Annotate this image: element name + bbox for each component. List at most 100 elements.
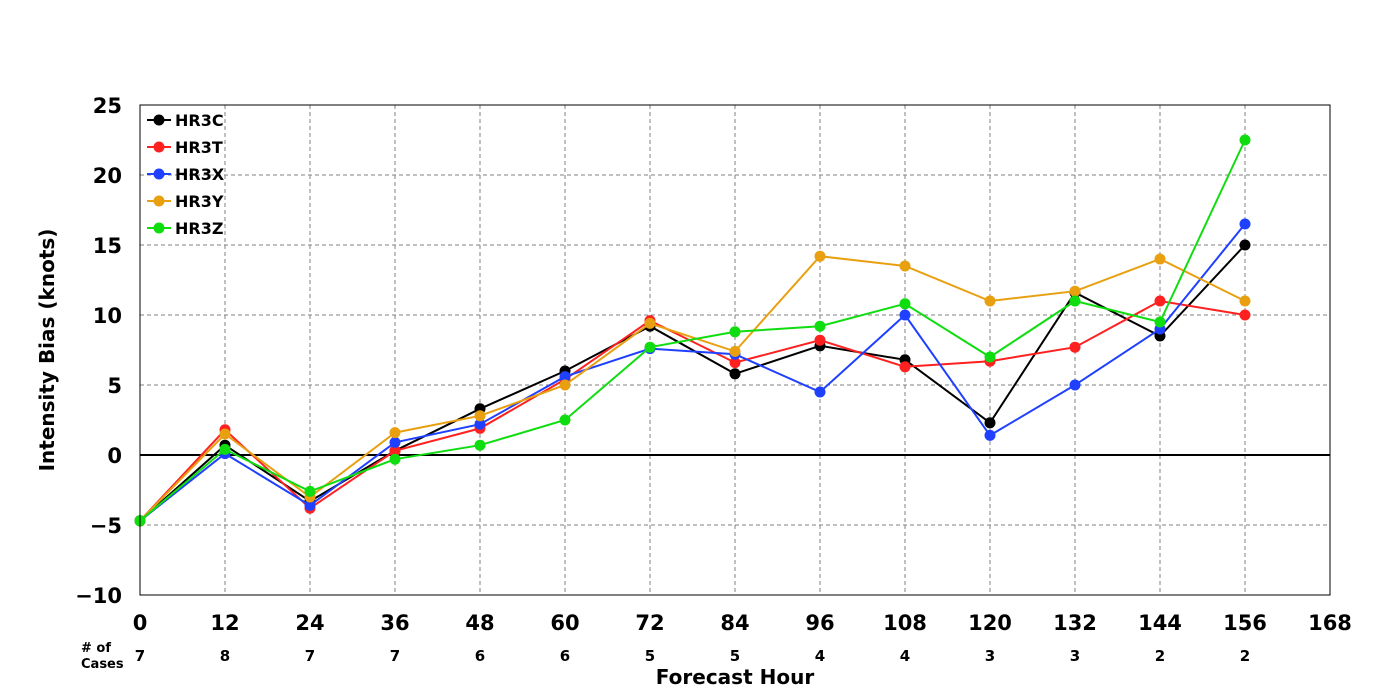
legend-label: HR3T — [175, 138, 223, 157]
x-tick-label: 156 — [1223, 611, 1267, 635]
data-point — [1239, 295, 1251, 307]
y-tick-label: −10 — [75, 584, 122, 608]
y-tick-label: 10 — [93, 304, 122, 328]
y-tick-label: 15 — [93, 234, 122, 258]
x-tick-label: 144 — [1138, 611, 1182, 635]
data-point — [984, 351, 996, 363]
legend-marker — [153, 195, 165, 207]
data-point — [1239, 218, 1251, 230]
data-point — [474, 410, 486, 422]
data-point — [1239, 134, 1251, 146]
data-point — [729, 368, 741, 380]
cases-value: 5 — [730, 647, 740, 665]
cases-row: # of Cases 7 8 7 7 6 6 5 5 4 4 3 3 2 2 — [81, 641, 1250, 672]
cases-value: 3 — [985, 647, 995, 665]
legend-marker — [153, 222, 165, 234]
data-point — [899, 361, 911, 373]
data-point — [219, 443, 231, 455]
cases-value: 6 — [475, 647, 485, 665]
x-axis-title: Forecast Hour — [656, 665, 815, 689]
x-tick-label: 48 — [465, 611, 494, 635]
x-tick-label: 72 — [635, 611, 664, 635]
data-point — [389, 427, 401, 439]
cases-value: 7 — [305, 647, 315, 665]
data-point — [899, 260, 911, 272]
legend-label: HR3Y — [175, 192, 224, 211]
legend-item-hr3z: HR3Z — [147, 219, 223, 238]
data-point — [389, 445, 401, 457]
x-tick-label: 12 — [210, 611, 239, 635]
data-point — [1069, 379, 1081, 391]
data-point — [814, 334, 826, 346]
x-tick-label: 84 — [720, 611, 749, 635]
data-point — [729, 357, 741, 369]
data-point — [899, 298, 911, 310]
y-tick-label: 20 — [93, 164, 122, 188]
data-point — [304, 485, 316, 497]
series-line — [139, 223, 1246, 522]
legend-item-hr3x: HR3X — [147, 165, 225, 184]
data-point — [1239, 239, 1251, 251]
cases-value: 4 — [815, 647, 825, 665]
y-axis-title: Intensity Bias (knots) — [35, 229, 59, 472]
data-point — [559, 371, 571, 383]
x-tick-label: 24 — [295, 611, 324, 635]
cases-label-line1: # of — [81, 641, 111, 656]
data-point — [474, 439, 486, 451]
data-point — [389, 453, 401, 465]
x-tick-label: 36 — [380, 611, 409, 635]
data-point — [984, 417, 996, 429]
data-point — [559, 379, 571, 391]
x-tick-label: 108 — [883, 611, 927, 635]
x-tick-label: 168 — [1308, 611, 1352, 635]
series-line — [139, 139, 1246, 522]
y-axis-ticks: −10 −5 0 5 10 15 20 25 — [75, 94, 122, 608]
legend-item-hr3c: HR3C — [147, 111, 224, 130]
data-point — [814, 386, 826, 398]
series-hr3c — [134, 239, 1251, 527]
cases-value: 7 — [135, 647, 145, 665]
y-tick-label: 5 — [107, 374, 122, 398]
y-tick-label: −5 — [90, 514, 122, 538]
data-point — [219, 428, 231, 440]
legend-label: HR3Z — [175, 219, 223, 238]
data-point — [644, 341, 656, 353]
data-point — [729, 326, 741, 338]
data-point — [984, 295, 996, 307]
legend-label: HR3C — [175, 111, 224, 130]
x-tick-label: 0 — [133, 611, 148, 635]
cases-value: 8 — [220, 647, 230, 665]
data-point — [814, 320, 826, 332]
data-point — [1154, 316, 1166, 328]
x-tick-label: 120 — [968, 611, 1012, 635]
cases-value: 7 — [390, 647, 400, 665]
cases-value: 4 — [900, 647, 910, 665]
x-tick-label: 60 — [550, 611, 579, 635]
series-layer — [134, 134, 1251, 527]
data-point — [984, 429, 996, 441]
legend-marker — [153, 141, 165, 153]
cases-value: 6 — [560, 647, 570, 665]
data-point — [559, 414, 571, 426]
cases-value: 2 — [1155, 647, 1165, 665]
data-point — [644, 317, 656, 329]
cases-value: 3 — [1070, 647, 1080, 665]
data-point — [1154, 253, 1166, 265]
cases-label-line2: Cases — [81, 657, 124, 672]
legend-marker — [153, 114, 165, 126]
y-tick-label: 0 — [107, 444, 122, 468]
series-hr3x — [134, 218, 1251, 527]
data-point — [389, 436, 401, 448]
legend: HR3C HR3T HR3X HR3Y HR3Z — [147, 111, 225, 238]
series-line — [139, 299, 1246, 522]
plot-area — [139, 104, 1331, 596]
legend-marker — [153, 168, 165, 180]
data-point — [1069, 341, 1081, 353]
data-point — [474, 418, 486, 430]
legend-item-hr3t: HR3T — [147, 138, 223, 157]
data-point — [1069, 285, 1081, 297]
cases-value: 5 — [645, 647, 655, 665]
data-point — [1154, 295, 1166, 307]
data-point — [899, 309, 911, 321]
